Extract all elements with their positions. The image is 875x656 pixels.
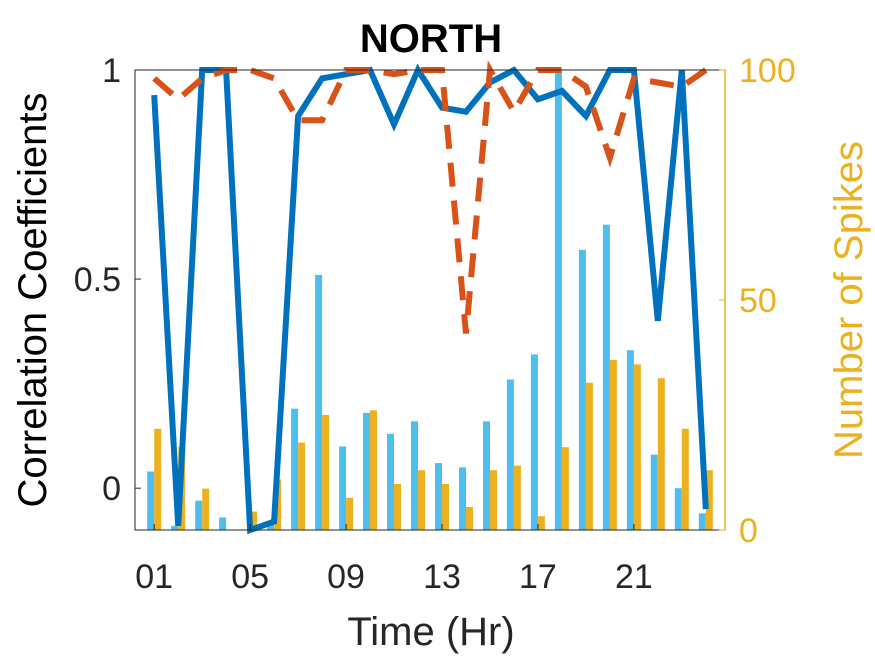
bar-series2-hour-14 (466, 507, 473, 530)
bar-series1-hour-18 (554, 70, 562, 530)
bar-series1-hour-8 (315, 274, 323, 530)
bars-layer (147, 70, 713, 531)
bar-series2-hour-11 (394, 484, 401, 530)
bar-series2-hour-15 (490, 470, 497, 530)
bar-series2-hour-1 (154, 428, 162, 530)
bar-series1-hour-7 (291, 408, 299, 530)
bar-series1-hour-2 (171, 525, 179, 530)
bar-series1-hour-20 (602, 224, 610, 530)
bar-series1-hour-19 (578, 249, 586, 531)
x-tick-label: 05 (231, 558, 269, 596)
bar-series1-hour-3 (195, 500, 203, 530)
x-axis-label: Time (Hr) (347, 610, 514, 654)
right-tick-label: 0 (739, 512, 758, 550)
ticks-layer: 0 0.5 1 0 50 100 01 05 09 13 17 21 (74, 52, 796, 596)
x-tick-label: 17 (519, 558, 557, 596)
left-tick-label: 0.5 (74, 261, 121, 299)
bar-series2-hour-8 (322, 415, 330, 530)
bar-series1-hour-21 (626, 350, 634, 530)
bar-series1-hour-22 (650, 454, 658, 530)
bar-series1-hour-23 (674, 488, 682, 530)
line-series-solid (151, 63, 709, 535)
bar-series1-hour-17 (530, 354, 538, 530)
bar-series1-hour-9 (339, 446, 347, 530)
bar-series2-hour-24 (705, 470, 713, 530)
bar-series2-hour-17 (537, 516, 545, 530)
bar-series1-hour-24 (698, 513, 706, 530)
right-tick-label: 50 (739, 282, 777, 320)
bar-series2-hour-3 (202, 488, 210, 530)
bar-series2-hour-21 (633, 364, 641, 530)
bar-series2-hour-16 (513, 465, 521, 530)
bar-series2-hour-18 (561, 447, 569, 530)
lines-layer (151, 60, 709, 535)
bar-series1-hour-1 (147, 471, 155, 530)
left-tick-label: 1 (102, 52, 121, 90)
bar-series2-hour-13 (442, 484, 449, 530)
x-tick-label: 09 (327, 558, 365, 596)
bar-series2-hour-22 (657, 378, 665, 530)
bar-series2-hour-20 (609, 359, 617, 530)
y-axis-label-right: Number of Spikes (827, 141, 871, 459)
bar-series2-hour-19 (585, 382, 593, 530)
bar-series1-hour-15 (483, 421, 490, 530)
bar-series1-hour-16 (506, 379, 514, 530)
bar-series1-hour-12 (411, 421, 418, 530)
bar-series1-hour-11 (387, 433, 394, 530)
bar-series2-hour-10 (370, 410, 377, 530)
bar-series1-hour-10 (363, 412, 370, 530)
bar-series1-hour-4 (219, 517, 227, 530)
right-tick-label: 100 (739, 52, 796, 90)
x-tick-label: 01 (135, 558, 173, 596)
left-tick-label: 0 (102, 470, 121, 508)
bar-series2-hour-5 (250, 511, 258, 530)
bar-series1-hour-13 (435, 463, 442, 530)
bar-series1-hour-14 (459, 467, 466, 530)
bar-series2-hour-23 (681, 428, 689, 530)
x-tick-label: 13 (423, 558, 461, 596)
x-tick-label: 21 (615, 558, 653, 596)
bar-series2-hour-12 (418, 470, 425, 530)
y-axis-label-left: Correlation Coefficients (11, 92, 55, 507)
bar-series2-hour-7 (298, 442, 306, 530)
bar-series2-hour-9 (346, 497, 354, 530)
chart-title: NORTH (360, 17, 502, 61)
